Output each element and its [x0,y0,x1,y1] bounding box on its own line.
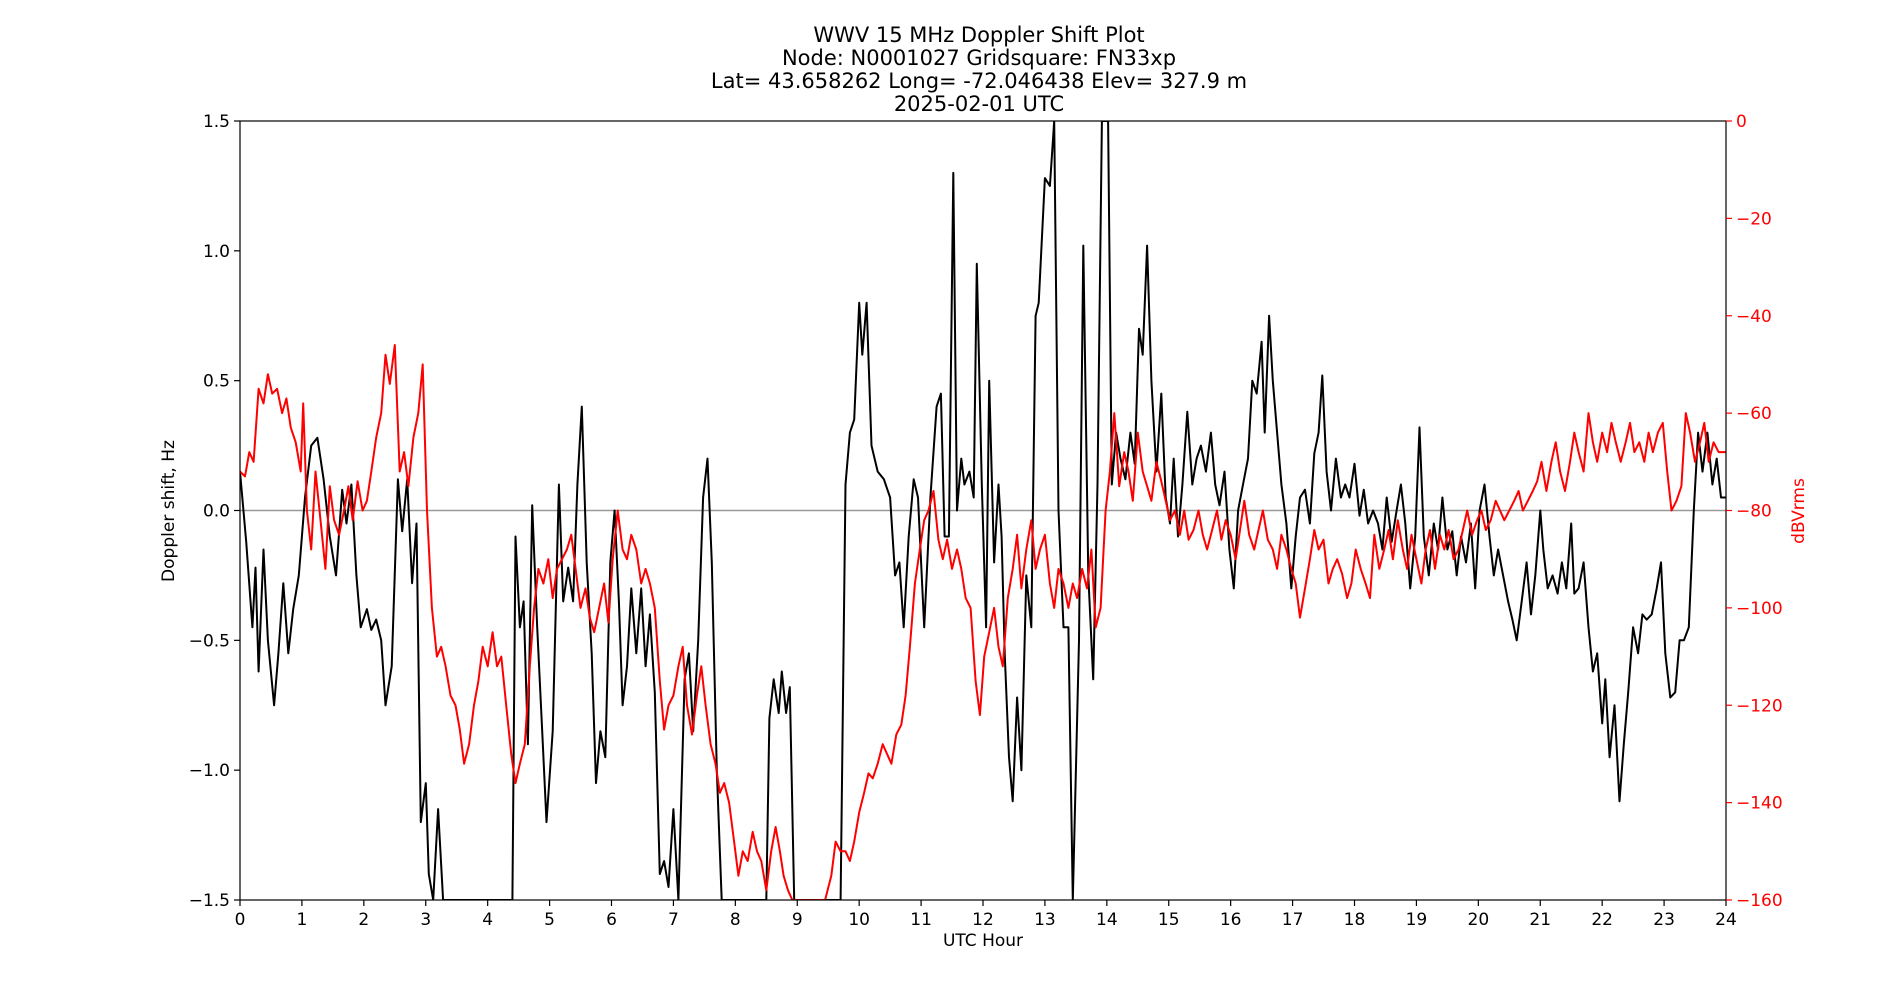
signal-power-line [240,344,1726,900]
left-y-tick-label: 1.0 [203,242,230,262]
x-tick-label: 2 [358,910,369,930]
x-tick-label: 6 [606,910,617,930]
x-tick-label: 22 [1591,910,1613,930]
chart-title: WWV 15 MHz Doppler Shift Plot Node: N000… [711,23,1247,116]
x-tick-label: 12 [972,910,994,930]
right-y-tick-label: −140 [1736,794,1783,814]
plot-area [240,121,1726,900]
x-tick-label: 9 [792,910,803,930]
title-line-3: Lat= 43.658262 Long= -72.046438 Elev= 32… [711,69,1247,93]
x-axis: 0 1 2 3 4 5 6 7 8 9 10 11 12 13 14 15 16 17 18 19 20 21 22 23 24 [235,900,1737,930]
x-tick-label: 1 [297,910,308,930]
left-y-tick-label: −0.5 [189,631,230,651]
right-y-tick-label: 0 [1736,112,1747,132]
x-tick-label: 18 [1344,910,1366,930]
left-y-tick-label: −1.0 [189,761,230,781]
title-line-4: 2025-02-01 UTC [894,92,1064,116]
right-y-tick-label: −60 [1736,404,1772,424]
title-line-2: Node: N0001027 Gridsquare: FN33xp [782,46,1176,70]
x-tick-label: 8 [730,910,741,930]
left-y-axis: 1.5 1.0 0.5 0.0 −0.5 −1.0 −1.5 [189,112,240,911]
x-tick-label: 11 [910,910,932,930]
x-tick-label: 5 [544,910,555,930]
x-tick-label: 15 [1158,910,1180,930]
x-tick-label: 7 [668,910,679,930]
x-tick-label: 21 [1529,910,1551,930]
left-y-tick-label: −1.5 [189,891,230,911]
right-y-tick-label: −20 [1736,209,1772,229]
x-tick-label: 0 [235,910,246,930]
right-y-tick-label: −100 [1736,599,1783,619]
x-tick-label: 4 [482,910,493,930]
doppler-shift-line [240,121,1726,900]
x-tick-label: 24 [1715,910,1737,930]
left-y-tick-label: 1.5 [203,112,230,132]
x-tick-label: 23 [1653,910,1675,930]
x-tick-label: 17 [1282,910,1304,930]
x-tick-label: 16 [1220,910,1242,930]
left-y-axis-label: Doppler shift, Hz [159,440,179,582]
x-tick-label: 13 [1034,910,1056,930]
right-y-tick-label: −80 [1736,502,1772,522]
right-y-tick-label: −40 [1736,307,1772,327]
right-y-axis-label: dBVrms [1789,478,1809,544]
x-axis-label: UTC Hour [943,931,1023,951]
right-y-axis: 0 −20 −40 −60 −80 −100 −120 −140 −160 [1726,112,1783,911]
x-tick-label: 20 [1468,910,1490,930]
left-y-tick-label: 0.5 [203,372,230,392]
x-tick-label: 3 [420,910,431,930]
x-tick-label: 14 [1096,910,1118,930]
right-y-tick-label: −120 [1736,696,1783,716]
right-y-tick-label: −160 [1736,891,1783,911]
x-tick-label: 19 [1406,910,1428,930]
left-y-tick-label: 0.0 [203,502,230,522]
x-tick-label: 10 [848,910,870,930]
title-line-1: WWV 15 MHz Doppler Shift Plot [813,23,1144,47]
